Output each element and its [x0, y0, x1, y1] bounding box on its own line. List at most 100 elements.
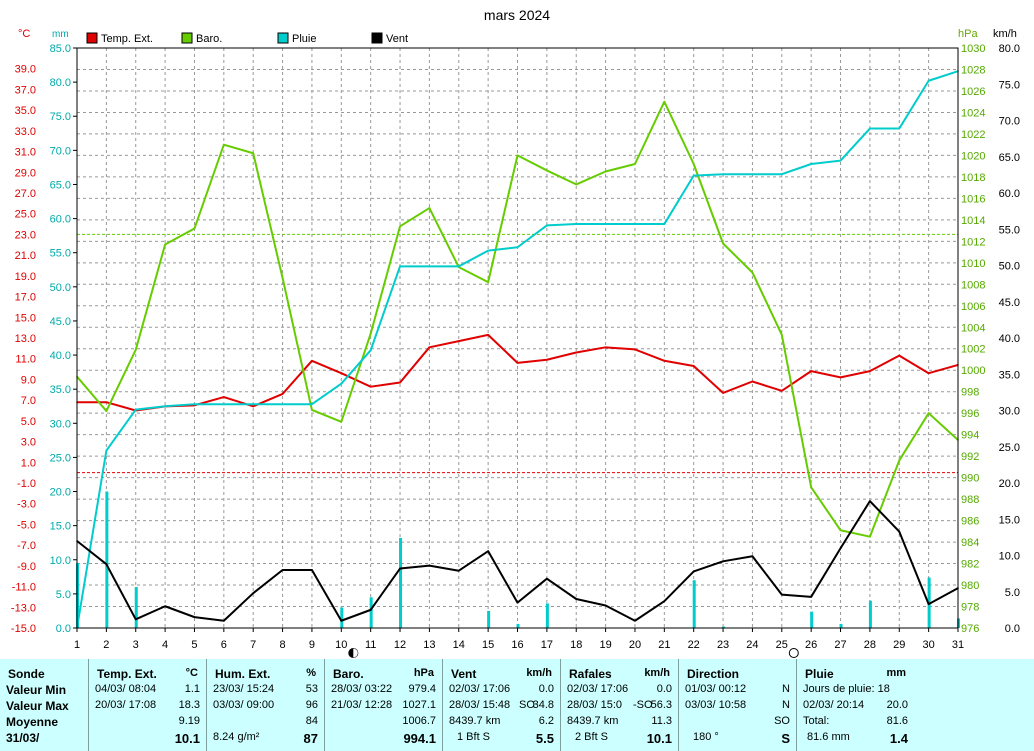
stats-panel-humidity: Hum. Ext.% 23/03/ 15:24 53 03/03/ 09:00 96… — [206, 659, 324, 751]
rain-days: Jours de pluie: 18 — [803, 683, 890, 695]
rain-bar-day-11 — [369, 597, 373, 628]
point-temp-26 — [810, 370, 812, 372]
point-baro-6 — [223, 143, 225, 146]
point-rain-20 — [634, 223, 636, 225]
tick-label-wind: 0.0 — [1005, 623, 1020, 635]
point-rain-26 — [810, 163, 812, 165]
point-wind-7 — [252, 592, 254, 594]
tick-label-baro: 1000 — [961, 365, 985, 377]
point-wind-30 — [927, 603, 930, 605]
point-wind-13 — [428, 564, 431, 567]
point-baro-22 — [692, 163, 695, 165]
tick-label-wind: 35.0 — [999, 369, 1020, 381]
tick-label-rain: 75.0 — [50, 111, 71, 123]
point-baro-20 — [634, 163, 636, 165]
tick-label-day: 25 — [776, 639, 788, 651]
max-direction: N — [782, 699, 790, 711]
point-rain-2 — [105, 449, 108, 452]
max-value: 1027.1 — [402, 699, 436, 711]
tick-label-baro: 986 — [961, 516, 979, 528]
tick-label-baro: 984 — [961, 537, 979, 549]
tick-label-day: 18 — [570, 639, 582, 651]
tick-label-baro: 1016 — [961, 193, 985, 205]
tick-label-temp: -5.0 — [17, 519, 36, 531]
max-value: 20.0 — [886, 699, 908, 711]
point-temp-20 — [634, 348, 636, 351]
point-wind-29 — [898, 530, 901, 533]
stats-panel-direction: Direction 01/03/ 00:12 N 03/03/ 10:58 N SO… — [678, 659, 796, 751]
tick-label-wind: 5.0 — [1005, 587, 1020, 599]
avg-value: 11.3 — [651, 715, 672, 727]
point-temp-19 — [604, 346, 607, 349]
point-baro-13 — [428, 207, 431, 209]
tick-label-temp: 31.0 — [15, 147, 36, 159]
point-rain-8 — [281, 403, 284, 405]
tick-label-baro: 1004 — [961, 322, 985, 334]
point-temp-24 — [751, 380, 754, 383]
tick-label-temp: -7.0 — [17, 540, 36, 552]
point-baro-19 — [604, 170, 607, 173]
point-wind-6 — [223, 619, 225, 622]
tick-label-rain: 40.0 — [50, 350, 71, 362]
tick-label-baro: 1006 — [961, 301, 985, 313]
tick-label-baro: 992 — [961, 451, 979, 463]
tick-label-temp: -3.0 — [17, 499, 36, 511]
legend-label-temp: Temp. Ext. — [101, 33, 153, 45]
min-value: 0.0 — [656, 683, 672, 695]
min-time: 01/03/ 00:12 — [685, 683, 747, 695]
point-baro-15 — [487, 281, 489, 283]
tick-label-baro: 1018 — [961, 172, 985, 184]
tick-label-temp: -15.0 — [11, 623, 36, 635]
today-value: 994.1 — [403, 731, 436, 746]
point-rain-12 — [399, 265, 401, 268]
point-temp-27 — [839, 376, 842, 379]
point-baro-3 — [134, 349, 137, 351]
temp-axis-unit: °C — [18, 28, 30, 40]
tick-label-temp: 5.0 — [21, 416, 36, 428]
point-baro-28 — [869, 535, 871, 538]
tick-label-baro: 1010 — [961, 258, 985, 270]
tick-label-temp: 1.0 — [21, 457, 36, 469]
point-wind-12 — [399, 567, 401, 570]
tick-label-wind: 15.0 — [999, 514, 1020, 526]
point-baro-8 — [281, 277, 284, 279]
point-temp-25 — [781, 390, 783, 392]
stats-panel-temp: Temp. Ext. °C 04/03/ 08:04 1.1 20/03/ 17:0… — [88, 659, 206, 751]
min-value: 53 — [305, 683, 318, 695]
tick-label-day: 11 — [365, 639, 376, 651]
panel-title: Direction — [687, 667, 740, 681]
avg-direction: SO — [774, 715, 790, 727]
point-rain-21 — [663, 223, 666, 225]
point-wind-14 — [457, 569, 460, 572]
rain-bar-day-23 — [722, 626, 726, 628]
point-wind-17 — [546, 577, 548, 580]
point-temp-11 — [369, 385, 372, 388]
point-wind-10 — [340, 619, 343, 622]
tick-label-baro: 982 — [961, 559, 979, 571]
tick-label-temp: -11.0 — [12, 582, 36, 594]
tick-label-baro: 1024 — [961, 107, 985, 119]
tick-label-day: 3 — [133, 639, 139, 651]
tick-label-day: 12 — [394, 639, 406, 651]
tick-label-temp: 27.0 — [15, 188, 36, 200]
max-value: 18.3 — [178, 699, 200, 711]
rain-bar-day-10 — [340, 607, 344, 628]
total-label: Total: — [803, 715, 830, 727]
row-label-max: Valeur Max — [6, 699, 69, 713]
tick-label-day: 21 — [658, 639, 670, 651]
tick-label-temp: -13.0 — [11, 602, 36, 614]
tick-label-baro: 1002 — [961, 344, 985, 356]
point-wind-4 — [164, 605, 166, 608]
tick-label-rain: 70.0 — [50, 145, 71, 157]
tick-label-wind: 60.0 — [999, 188, 1020, 200]
point-rain-16 — [516, 246, 519, 249]
tick-label-day: 16 — [511, 639, 523, 651]
point-rain-14 — [457, 265, 460, 268]
point-temp-17 — [546, 358, 548, 361]
max-value: 34.8 — [532, 699, 554, 711]
tick-label-temp: 21.0 — [15, 250, 36, 262]
tick-label-rain: 50.0 — [50, 282, 71, 294]
point-baro-25 — [781, 333, 783, 336]
tick-label-wind: 20.0 — [999, 478, 1020, 490]
point-wind-5 — [193, 616, 196, 618]
